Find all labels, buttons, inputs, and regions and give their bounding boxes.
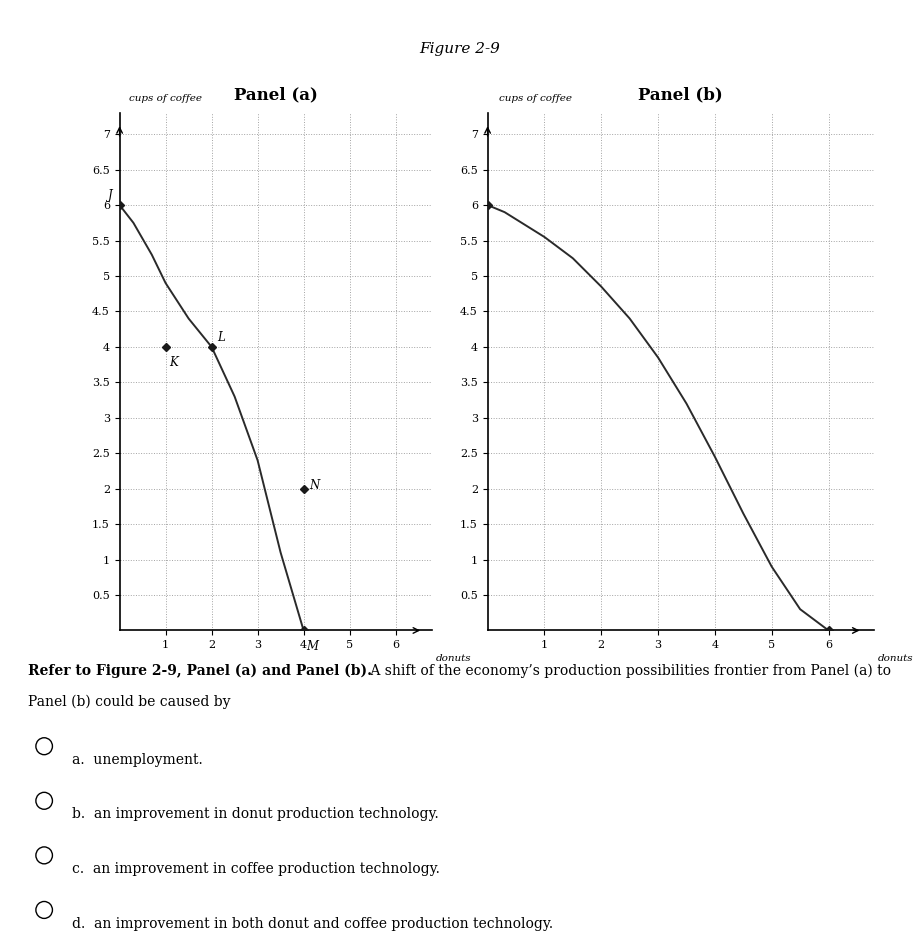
Text: N: N: [309, 479, 319, 492]
Text: donuts: donuts: [435, 654, 471, 662]
Text: L: L: [217, 331, 224, 344]
Text: d.  an improvement in both donut and coffee production technology.: d. an improvement in both donut and coff…: [72, 917, 552, 931]
Text: cups of coffee: cups of coffee: [129, 93, 202, 103]
Text: J: J: [108, 189, 113, 202]
Text: A shift of the economy’s production possibilities frontier from Panel (a) to: A shift of the economy’s production poss…: [366, 663, 891, 678]
Text: b.  an improvement in donut production technology.: b. an improvement in donut production te…: [72, 807, 438, 821]
Text: cups of coffee: cups of coffee: [499, 93, 572, 103]
Text: c.  an improvement in coffee production technology.: c. an improvement in coffee production t…: [72, 862, 439, 876]
Text: Figure 2-9: Figure 2-9: [419, 42, 500, 56]
Text: K: K: [169, 356, 178, 369]
Title: Panel (a): Panel (a): [233, 86, 318, 103]
Text: Refer to Figure 2-9, Panel (a) and Panel (b).: Refer to Figure 2-9, Panel (a) and Panel…: [28, 663, 371, 678]
Text: M: M: [306, 640, 318, 653]
Text: Panel (b) could be caused by: Panel (b) could be caused by: [28, 694, 230, 709]
Title: Panel (b): Panel (b): [638, 86, 722, 103]
Text: donuts: donuts: [877, 654, 913, 662]
Text: a.  unemployment.: a. unemployment.: [72, 753, 202, 767]
